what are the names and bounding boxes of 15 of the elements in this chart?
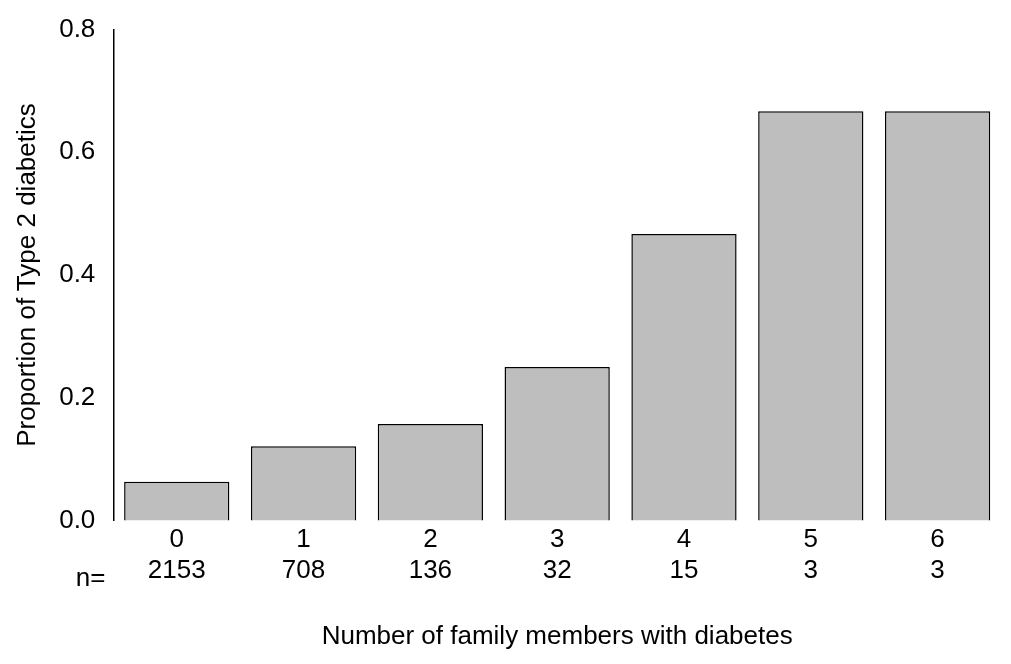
y-tick-label: 0.0 <box>59 503 96 534</box>
y-axis-title: Proportion of Type 2 diabetics <box>10 103 41 447</box>
y-tick-label: 0.8 <box>59 12 96 43</box>
y-tick-label: 0.4 <box>59 258 96 289</box>
text: n= <box>75 561 106 592</box>
x-tick-label: 6 3 <box>930 523 945 585</box>
y-tick-label: 0.2 <box>59 380 96 411</box>
x-tick-label: 1 708 <box>281 523 326 585</box>
x-tick-label: 4 15 <box>669 523 699 585</box>
x-tick-label: 0 2153 <box>147 523 206 585</box>
y-tick-label: 0.6 <box>59 135 96 166</box>
x-axis-title: Number of family members with diabetes <box>321 619 793 650</box>
x-tick-label: 3 32 <box>542 523 572 585</box>
x-tick-label: 5 3 <box>803 523 819 585</box>
x-tick-label: 2 136 <box>408 523 453 585</box>
